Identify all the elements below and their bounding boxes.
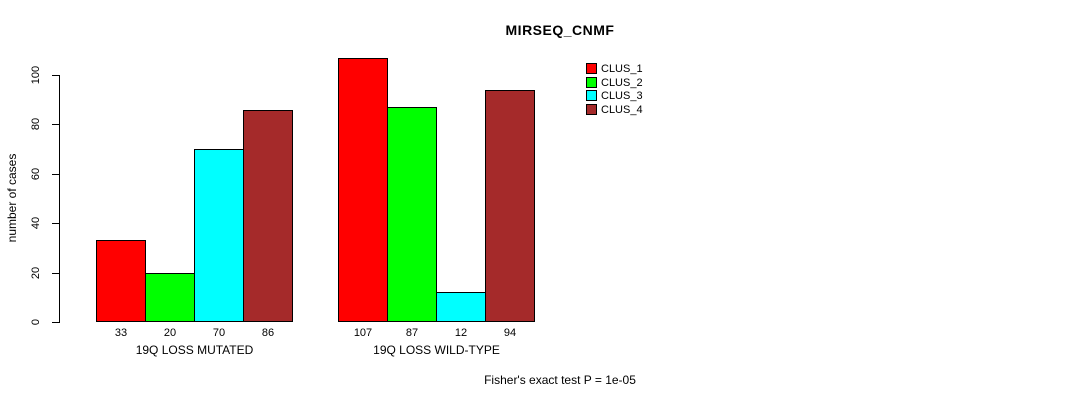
bar (96, 240, 146, 322)
bar-value-label: 20 (163, 327, 177, 339)
annotation-text: Fisher's exact test P = 1e-05 (484, 373, 636, 387)
group-label: 19Q LOSS WILD-TYPE (373, 343, 500, 357)
bar (338, 58, 388, 322)
y-tick (52, 75, 59, 76)
y-axis-label: number of cases (5, 153, 19, 243)
bar-value-label: 12 (454, 327, 468, 339)
group-label: 19Q LOSS MUTATED (135, 343, 254, 357)
legend-label: CLUS_4 (601, 103, 643, 116)
y-tick-label: 0 (30, 318, 42, 326)
bar (243, 110, 293, 322)
y-tick-label: 60 (30, 167, 42, 180)
legend-label: CLUS_3 (601, 90, 643, 102)
bar (485, 90, 535, 322)
legend-label: CLUS_2 (601, 76, 643, 89)
bar-value-label: 33 (114, 327, 128, 339)
y-tick (52, 272, 59, 274)
bar (387, 107, 437, 322)
bar (436, 292, 486, 322)
bar-value-label: 107 (353, 327, 373, 339)
bar-value-label: 87 (405, 327, 419, 339)
bar-value-label: 94 (503, 327, 517, 339)
legend-label: CLUS_1 (601, 63, 643, 75)
y-tick-label: 80 (30, 118, 42, 131)
y-tick (52, 322, 59, 323)
bar-value-label: 70 (212, 327, 226, 339)
bar-value-label: 86 (261, 327, 275, 339)
y-tick (52, 124, 59, 126)
legend-swatch (586, 76, 597, 88)
bar (194, 149, 244, 322)
y-tick-label: 20 (30, 266, 42, 279)
y-tick-label: 40 (30, 217, 42, 230)
bar (145, 273, 195, 322)
legend-swatch (586, 90, 597, 101)
legend-swatch (586, 63, 597, 74)
y-tick-label: 100 (30, 65, 42, 85)
y-tick (52, 223, 59, 225)
legend-swatch (586, 103, 597, 115)
y-tick (52, 173, 59, 175)
chart-title: MIRSEQ_CNMF (505, 22, 615, 38)
y-axis-line (59, 75, 60, 323)
